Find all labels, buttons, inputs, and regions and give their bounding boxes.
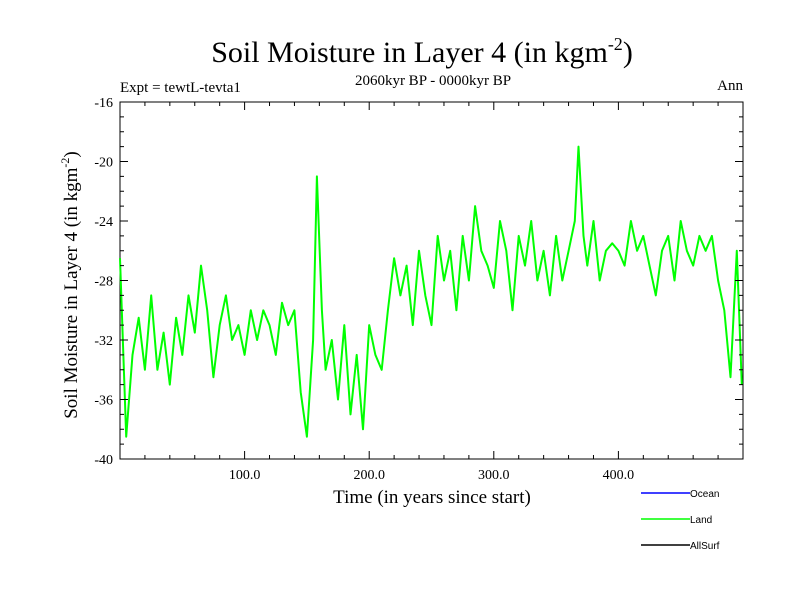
x-tick-label: 200.0	[353, 468, 385, 483]
x-tick-label: 300.0	[478, 468, 510, 483]
y-axis-label: Soil Moisture in Layer 4 (in kgm-2)	[58, 151, 82, 419]
chart-title: Soil Moisture in Layer 4 (in kgm-2)	[211, 34, 633, 69]
y-tick-label: -36	[94, 394, 113, 409]
y-tick-label: -24	[94, 215, 113, 230]
plot-area	[119, 101, 744, 460]
y-tick-label: -32	[94, 334, 113, 349]
legend-label-ocean: Ocean	[690, 489, 719, 500]
legend-label-allsurf: AllSurf	[690, 541, 720, 552]
experiment-label: Expt = tewtL-tevta1	[120, 80, 241, 96]
series-layer	[119, 145, 743, 438]
season-label: Ann	[717, 78, 743, 94]
chart-subtitle: 2060kyr BP - 0000kyr BP	[355, 73, 511, 89]
legend-label-land: Land	[690, 515, 712, 526]
y-tick-label: -20	[94, 156, 113, 171]
x-tick-label: 100.0	[229, 468, 261, 483]
y-tick-label: -40	[94, 453, 113, 468]
axis-ticks: -16 -20 -24 -28 -32 -36 -40 100.0 200.0 300.0 400.…	[94, 96, 743, 483]
y-tick-label: -28	[94, 275, 113, 290]
x-tick-label: 400.0	[603, 468, 635, 483]
x-axis-label: Time (in years since start)	[333, 487, 531, 508]
y-tick-label: -16	[94, 96, 113, 111]
series-line-land	[119, 145, 743, 438]
legend: Ocean Land AllSurf	[641, 489, 720, 552]
